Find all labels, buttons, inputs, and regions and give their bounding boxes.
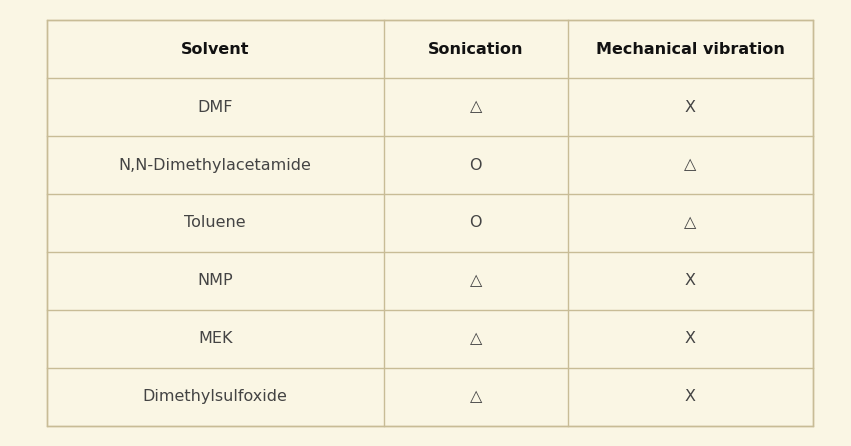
Text: O: O [470,215,482,231]
Text: △: △ [684,157,696,173]
Text: X: X [685,273,695,289]
Text: △: △ [470,99,482,115]
Text: △: △ [470,331,482,347]
Text: Mechanical vibration: Mechanical vibration [596,41,785,57]
Text: X: X [685,389,695,405]
Text: O: O [470,157,482,173]
Text: DMF: DMF [197,99,233,115]
Text: N,N-Dimethylacetamide: N,N-Dimethylacetamide [119,157,311,173]
Text: NMP: NMP [197,273,233,289]
Text: X: X [685,99,695,115]
Text: Dimethylsulfoxide: Dimethylsulfoxide [143,389,288,405]
Bar [47,20,813,426]
Text: △: △ [470,273,482,289]
Text: △: △ [470,389,482,405]
Text: △: △ [684,215,696,231]
Text: MEK: MEK [198,331,232,347]
Text: Solvent: Solvent [181,41,249,57]
Text: Toluene: Toluene [185,215,246,231]
Text: X: X [685,331,695,347]
Text: Sonication: Sonication [428,41,523,57]
